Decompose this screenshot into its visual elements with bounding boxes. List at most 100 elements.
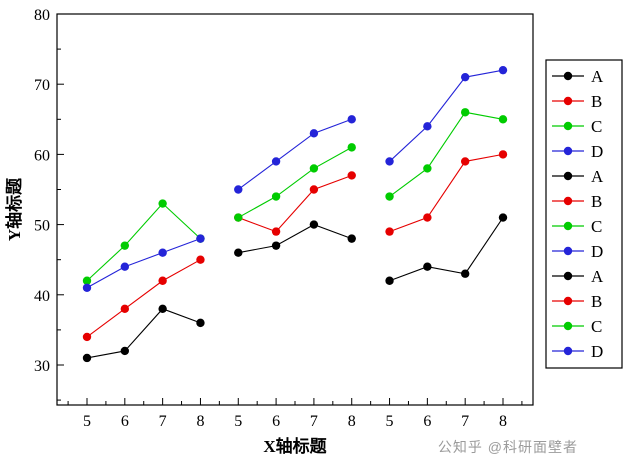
series-D-line: [86, 238, 201, 289]
series-C-point: [347, 143, 356, 152]
legend-box: [545, 59, 623, 369]
series-D-point: [385, 157, 394, 166]
legend-label: C: [591, 217, 602, 236]
series-B-point: [120, 304, 130, 314]
series-A-point: [158, 304, 167, 314]
x-tick-label: 6: [423, 413, 431, 430]
series-C-point: [271, 192, 281, 201]
series-D-point: [120, 262, 130, 271]
series-D-point: [498, 65, 508, 75]
series-C-line: [238, 146, 352, 219]
series-B-point: [196, 255, 205, 264]
series-B-point: [158, 276, 167, 285]
legend-symbol: [563, 121, 573, 131]
legend-label: D: [591, 342, 603, 361]
x-tick-label: 5: [234, 413, 242, 430]
y-axis-title: Y轴标题: [4, 177, 24, 241]
series-A-point: [385, 276, 394, 285]
series-B-point: [385, 227, 394, 236]
legend-label: C: [591, 317, 602, 336]
legend-label: A: [591, 67, 604, 86]
series-D-point: [423, 122, 432, 131]
legend-symbol: [563, 171, 573, 181]
x-axis-title: X轴标题: [263, 436, 327, 456]
legend-label: C: [591, 117, 602, 136]
series-A-point: [460, 269, 470, 278]
series-A-line: [389, 217, 504, 282]
series-A-point: [196, 318, 205, 328]
x-tick-label: 8: [348, 413, 356, 430]
series-C-point: [385, 192, 394, 201]
x-tick-label: 7: [310, 413, 318, 430]
watermark-text: 公知乎 @科研面壁者: [437, 439, 578, 455]
series-A-point: [423, 262, 432, 271]
y-tick-label: 60: [34, 147, 50, 164]
series-A-point: [120, 346, 130, 356]
y-tick-label: 80: [34, 7, 50, 24]
series-C-point: [460, 108, 470, 117]
series-C-point: [234, 213, 243, 222]
x-tick-label: 6: [121, 413, 129, 430]
y-tick-label: 70: [34, 77, 50, 94]
series-D-point: [158, 248, 167, 257]
x-tick-label: 5: [386, 413, 394, 430]
series-A-point: [347, 234, 356, 243]
series-C-point: [120, 241, 130, 250]
legend-label: D: [591, 242, 603, 261]
x-tick-label: 6: [272, 413, 280, 430]
series-B-point: [423, 213, 432, 222]
series-D-point: [309, 129, 319, 138]
series-B-point: [498, 150, 508, 159]
series-D-point: [347, 115, 356, 124]
series-B-line: [389, 153, 504, 233]
x-tick-label: 8: [499, 413, 507, 430]
series-B-line: [238, 174, 352, 233]
series-D-point: [271, 157, 281, 166]
series-B-point: [347, 171, 356, 180]
series-A-line: [238, 223, 352, 254]
series-C-point: [82, 276, 92, 285]
series-C-point: [498, 115, 508, 124]
x-tick-label: 7: [461, 413, 469, 430]
y-tick-label: 30: [34, 358, 50, 375]
series-D-line: [237, 118, 352, 190]
series-B-point: [82, 332, 92, 342]
legend-symbol: [563, 71, 573, 81]
series-A-point: [234, 248, 243, 257]
legend-symbol: [563, 246, 573, 256]
legend-symbol: [563, 96, 573, 106]
legend-symbol: [563, 221, 573, 231]
series-C-line: [389, 111, 504, 197]
series-C-point: [423, 164, 432, 173]
legend-label: B: [591, 292, 602, 311]
legend-label: D: [591, 142, 603, 161]
series-B-line: [86, 259, 201, 338]
series-D-point: [82, 283, 92, 292]
legend-label: B: [591, 92, 602, 111]
x-tick-label: 5: [83, 413, 91, 430]
series-A-point: [309, 220, 319, 229]
legend-label: A: [591, 267, 604, 286]
series-A-line: [86, 308, 201, 359]
series-A-point: [498, 213, 508, 222]
legend-label: B: [591, 192, 602, 211]
series-D-point: [460, 72, 470, 82]
legend-label: A: [591, 167, 604, 186]
series-B-point: [271, 227, 281, 236]
series-C-line: [86, 202, 201, 282]
watermark: 公知乎 @科研面壁者: [438, 437, 578, 457]
legend-symbol: [563, 146, 573, 156]
y-tick-label: 50: [34, 218, 50, 235]
legend-symbol: [563, 271, 573, 281]
series-B-point: [460, 157, 470, 166]
x-tick-label: 8: [196, 413, 204, 430]
series-C-point: [309, 164, 319, 173]
series-D-point: [234, 185, 243, 194]
legend-symbol: [563, 321, 573, 331]
series-A-point: [271, 241, 281, 250]
legend-symbol: [563, 196, 573, 206]
x-tick-label: 7: [159, 413, 167, 430]
y-tick-label: 40: [34, 288, 50, 305]
